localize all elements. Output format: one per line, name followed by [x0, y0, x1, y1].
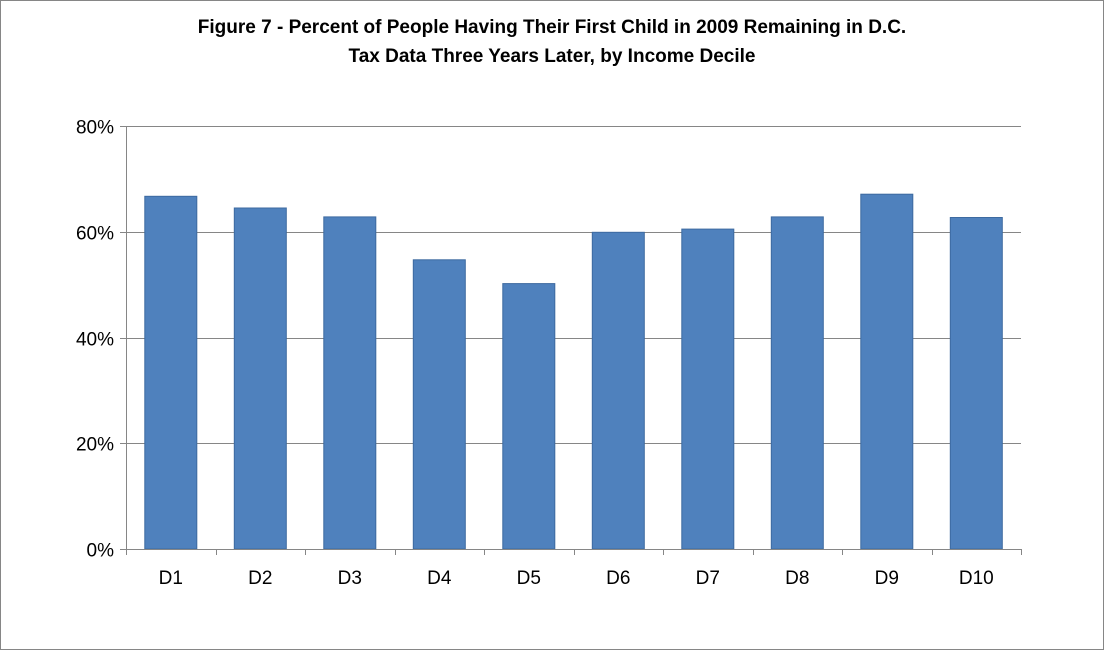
- axes: [120, 126, 1022, 555]
- bar-d6: [591, 231, 645, 550]
- bar-d3: [323, 216, 377, 550]
- x-tick-label: D7: [696, 568, 720, 589]
- x-tick-label: D2: [248, 568, 272, 589]
- bar-d4: [412, 259, 466, 550]
- x-tick-label: D6: [606, 568, 630, 589]
- chart-title-line-1: Figure 7 - Percent of People Having Thei…: [197, 17, 907, 38]
- y-tick-label: 40%: [76, 330, 114, 351]
- bar-d10: [949, 217, 1003, 550]
- x-tick-label: D3: [338, 568, 362, 589]
- chart-title: Figure 7 - Percent of People Having Thei…: [60, 13, 1044, 71]
- x-tick-label: D1: [159, 568, 183, 589]
- bar-d2: [233, 207, 287, 550]
- x-tick-label: D5: [517, 568, 541, 589]
- x-tick-label: D10: [959, 568, 994, 589]
- bar-d8: [770, 216, 824, 550]
- chart-title-line-2: Tax Data Three Years Later, by Income De…: [348, 46, 756, 67]
- y-tick-label: 60%: [76, 224, 114, 245]
- bar-d9: [860, 193, 914, 550]
- x-tick-label: D8: [785, 568, 809, 589]
- bar-d5: [502, 283, 556, 550]
- y-tick-label: 0%: [87, 541, 115, 562]
- bars: [144, 193, 1003, 550]
- x-tick-label: D4: [427, 568, 452, 589]
- y-tick-labels: 0% 20% 40% 60% 80%: [76, 118, 114, 562]
- y-tick-label: 80%: [76, 118, 114, 139]
- y-tick-label: 20%: [76, 435, 114, 456]
- x-tick-label: D9: [875, 568, 899, 589]
- bar-d7: [681, 228, 735, 550]
- bar-d1: [144, 195, 198, 550]
- x-tick-labels: D1 D2 D3 D4 D5 D6 D7 D8 D9 D10: [159, 568, 994, 589]
